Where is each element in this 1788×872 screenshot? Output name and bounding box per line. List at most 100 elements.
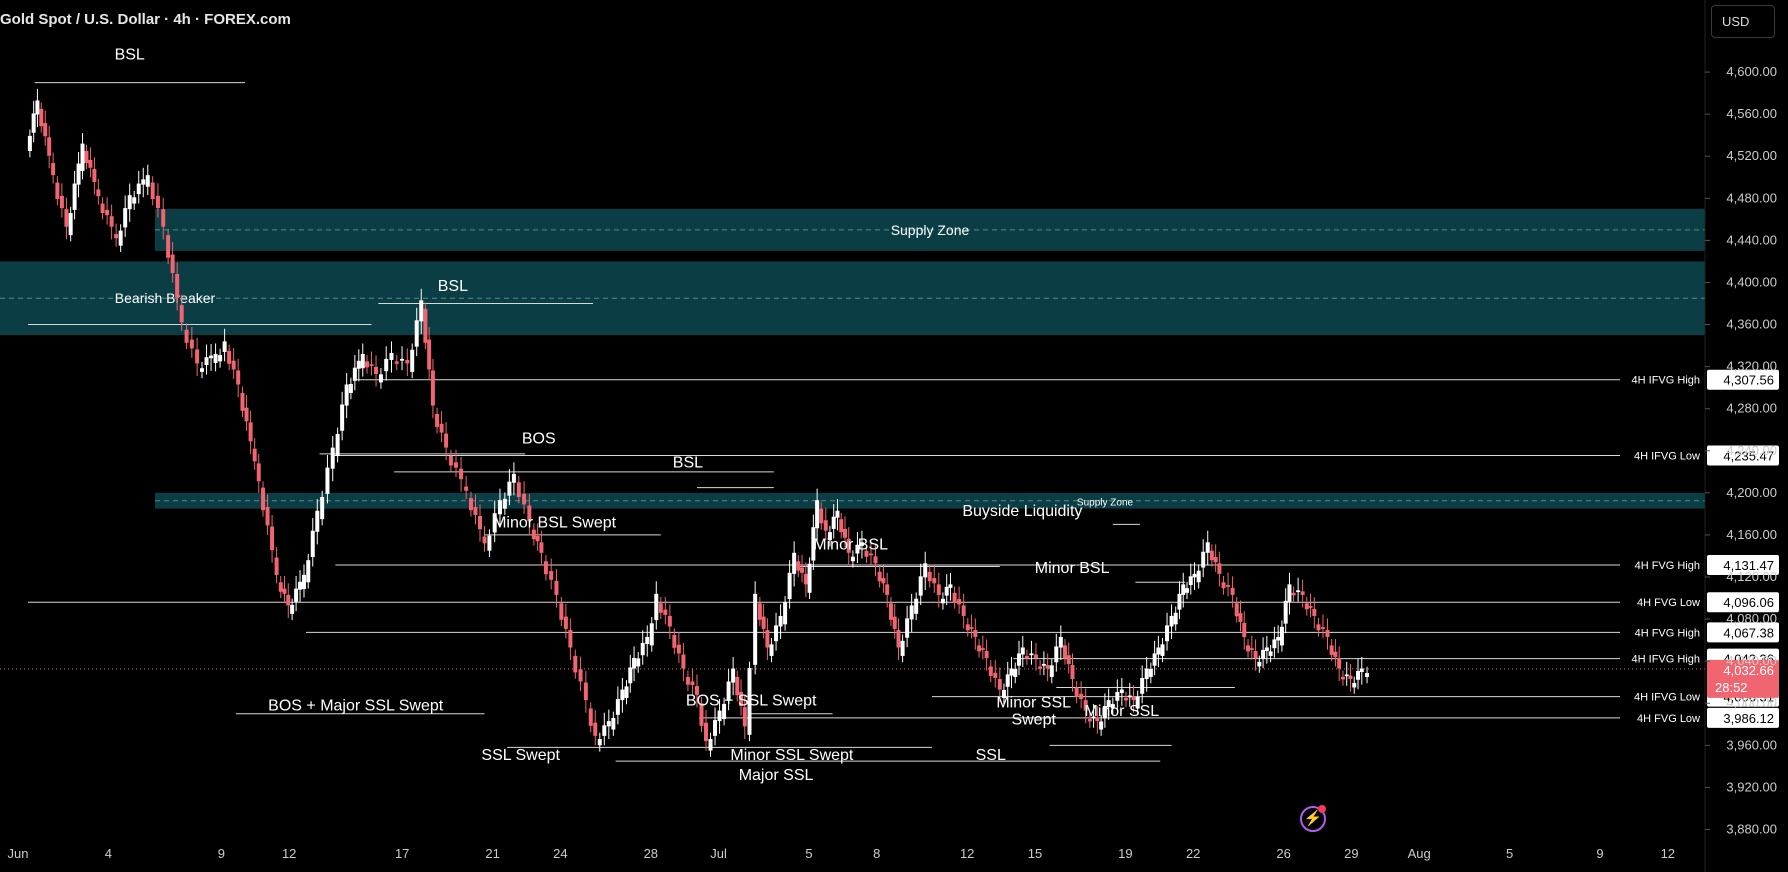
candle-body (1102, 706, 1107, 719)
candle-body (1091, 716, 1096, 719)
candle-body (405, 359, 410, 364)
candle-body (940, 598, 945, 604)
candle-body (988, 666, 993, 676)
candle-body (1033, 654, 1038, 659)
candle-body (1257, 661, 1262, 667)
candle-body (80, 143, 85, 171)
candle-body (306, 560, 311, 583)
candle-body (611, 717, 616, 730)
candle-body (1001, 689, 1006, 698)
candle-body (1352, 682, 1357, 688)
candle-body (628, 667, 633, 684)
candle-body (1054, 646, 1059, 663)
candle-body (274, 557, 279, 575)
candle-body (1177, 593, 1182, 610)
candle-body (1217, 563, 1222, 574)
candle-body (302, 574, 307, 590)
candle-body (1148, 668, 1153, 677)
candle-body (636, 658, 641, 667)
candle-body (123, 208, 128, 228)
candle-body (640, 642, 645, 656)
candle-body (747, 668, 752, 735)
candle-body (620, 689, 625, 701)
candle-body (944, 586, 949, 596)
candle-body (330, 447, 335, 469)
candle-body (645, 636, 650, 644)
candle-body (873, 556, 878, 564)
candle-body (1348, 675, 1353, 680)
candle-body (694, 686, 699, 695)
candle-body (218, 355, 223, 362)
candle-body (310, 530, 315, 558)
candle-body (59, 195, 64, 209)
candle-body (1344, 674, 1349, 677)
x-tick-label: 9 (1596, 846, 1603, 861)
candle-body (658, 603, 663, 613)
candle-body (543, 561, 548, 575)
candle-body (969, 627, 974, 629)
candle-body (965, 624, 970, 631)
candle-body (800, 567, 805, 573)
candle-body (1279, 626, 1284, 646)
level-price-box (1707, 592, 1779, 613)
candle-body (527, 505, 532, 522)
candle-body (549, 571, 554, 580)
candle-body (209, 355, 214, 359)
candle-body (588, 708, 593, 726)
candle-body (984, 651, 989, 659)
candle-body (1038, 666, 1043, 669)
candle-body (672, 634, 677, 648)
candle-body (344, 384, 349, 406)
candle-body (1135, 696, 1140, 709)
x-tick-label: Aug (1408, 846, 1431, 861)
candle-body (374, 366, 379, 374)
candle-body (256, 463, 261, 482)
candle-body (842, 528, 847, 538)
candle-body (1264, 647, 1269, 651)
candle-body (298, 581, 303, 590)
candle-body (977, 645, 982, 652)
candle-body (105, 209, 110, 216)
candle-body (1152, 653, 1157, 666)
chart-annotation: Swept (1011, 711, 1056, 728)
candle-body (155, 195, 160, 209)
currency-selector[interactable]: USD (1711, 5, 1775, 38)
candle-body (1110, 703, 1115, 709)
chart-annotation: BSL (438, 278, 468, 295)
chart-annotation: Minor SSL (996, 694, 1071, 711)
candle-body (236, 370, 241, 385)
candle-body (43, 123, 48, 137)
candle-body (1127, 695, 1132, 698)
candle-body (356, 360, 361, 369)
candle-body (473, 507, 478, 515)
candle-body (855, 544, 860, 554)
candle-body (864, 550, 869, 557)
candle-body (244, 407, 249, 422)
candle-body (278, 582, 283, 592)
candle-body (423, 308, 428, 343)
candle-body (632, 658, 637, 669)
candle-body (877, 571, 882, 582)
candle-body (936, 584, 941, 595)
candle-body (96, 189, 101, 197)
y-tick-label: 4,560.00 (1726, 106, 1777, 121)
x-tick-label: 21 (485, 846, 499, 861)
level-price: 4,067.38 (1723, 625, 1774, 640)
candle-body (378, 374, 383, 383)
candle-body (914, 598, 919, 614)
candle-body (84, 150, 89, 164)
y-tick-label: 4,080.00 (1726, 611, 1777, 626)
level-label: 4H IFVG Low (1634, 692, 1700, 704)
candle-body (400, 358, 405, 361)
lightning-icon[interactable]: ⚡ (1300, 805, 1326, 832)
candle-body (731, 668, 736, 683)
candle-body (539, 542, 544, 553)
candle-body (559, 603, 564, 620)
candle-body (1253, 651, 1258, 659)
candle-body (179, 305, 184, 323)
candle-body (127, 195, 132, 210)
candle-body (1340, 676, 1345, 680)
candle-body (427, 339, 432, 370)
candle-body (1013, 668, 1018, 677)
